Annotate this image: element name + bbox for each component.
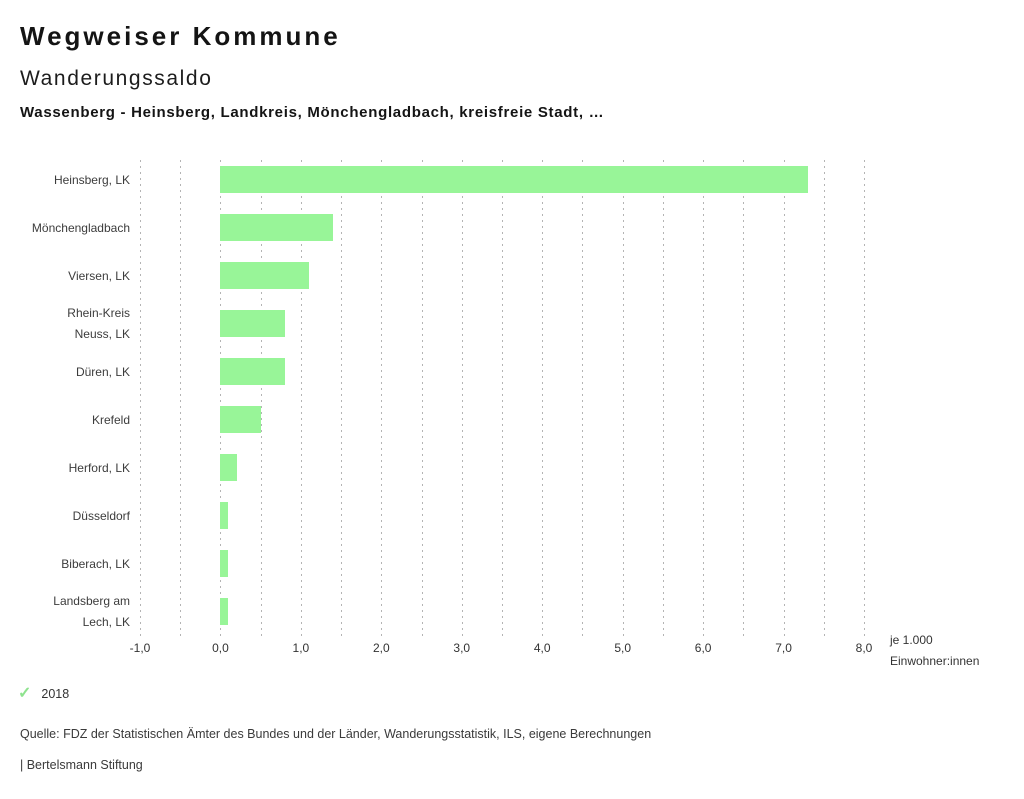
category-label: Biberach, LK [20, 554, 130, 575]
category-label: Mönchengladbach [20, 218, 130, 239]
bar[interactable] [220, 454, 237, 481]
gridline [622, 160, 624, 638]
x-tick-label: 6,0 [694, 641, 712, 655]
category-label-line: Lech, LK [82, 615, 130, 629]
category-label: Düsseldorf [20, 506, 130, 527]
category-label-line: Biberach, LK [61, 556, 130, 571]
category-label-line: Mönchengladbach [31, 220, 130, 235]
category-label: Herford, LK [20, 458, 130, 479]
x-axis-unit-line2: Einwohner:innen [890, 654, 980, 668]
attribution-text: | Bertelsmann Stiftung [20, 758, 143, 772]
chart-title: Wanderungssaldo [20, 67, 213, 90]
gridline [220, 160, 222, 638]
category-label: Düren, LK [20, 362, 130, 383]
gridline [260, 160, 262, 638]
bar[interactable] [220, 598, 229, 625]
gridline [823, 160, 825, 638]
legend-year-label: 2018 [41, 687, 70, 701]
bar[interactable] [220, 310, 285, 337]
bar[interactable] [220, 502, 229, 529]
x-tick-label: 4,0 [533, 641, 551, 655]
category-label-line: Neuss, LK [74, 327, 130, 341]
gridline [783, 160, 785, 638]
x-axis-unit-line1: je 1.000 [890, 633, 933, 647]
x-tick-label: 5,0 [614, 641, 631, 655]
x-tick-label: 0,0 [212, 641, 229, 655]
gridline [743, 160, 745, 638]
x-tick-label: 8,0 [855, 641, 873, 655]
gridline [421, 160, 423, 638]
category-label: Heinsberg, LK [20, 170, 130, 191]
x-axis-unit-label: je 1.000 Einwohner:innen [890, 630, 979, 672]
category-label-line: Herford, LK [68, 460, 130, 475]
brand-title: Wegweiser Kommune [20, 21, 341, 51]
category-label: Landsberg am Lech, LK [20, 591, 130, 633]
category-label-line: Düsseldorf [72, 508, 130, 523]
category-label-line: Krefeld [91, 412, 130, 427]
gridline [341, 160, 343, 638]
x-tick-label: 1,0 [292, 641, 310, 655]
bar[interactable] [220, 550, 229, 577]
category-label-line: Heinsberg, LK [53, 172, 130, 187]
gridline [542, 160, 544, 638]
x-tick-label: 3,0 [453, 641, 471, 655]
chart-subtitle: Wassenberg - Heinsberg, Landkreis, Mönch… [20, 104, 605, 121]
category-label-line: Rhein-Kreis [67, 306, 130, 320]
bar[interactable] [220, 358, 285, 385]
category-label-line: Viersen, LK [68, 268, 130, 283]
bar[interactable] [220, 262, 309, 289]
gridline [300, 160, 302, 638]
x-tick-label: -1,0 [129, 641, 151, 655]
y-axis-category-labels: Heinsberg, LK Mönchengladbach Viersen, LK R… [20, 160, 130, 638]
x-tick-label: 2,0 [372, 641, 390, 655]
gridline [180, 160, 182, 638]
gridline [662, 160, 664, 638]
category-label: Rhein-Kreis Neuss, LK [20, 303, 130, 345]
gridline [864, 160, 865, 638]
x-tick-label: 7,0 [775, 641, 792, 655]
category-label-line: Düren, LK [75, 364, 130, 379]
category-label-line: Landsberg am [53, 594, 130, 608]
x-axis-tick-labels: -1,0 0,0 1,0 2,0 3,0 4,0 5,0 6,0 7,0 8,0 [130, 641, 873, 657]
gridline [703, 160, 705, 638]
bar[interactable] [220, 214, 334, 241]
gridline [582, 160, 584, 638]
gridline [381, 160, 383, 638]
category-label: Viersen, LK [20, 266, 130, 287]
bar-chart-plot-area [140, 160, 865, 638]
category-label: Krefeld [20, 410, 130, 431]
gridline [461, 160, 463, 638]
check-icon: ✓ [18, 685, 32, 702]
source-text: Quelle: FDZ der Statistischen Ämter des … [20, 727, 652, 741]
legend-year-toggle[interactable]: ✓ 2018 [18, 686, 69, 702]
gridline [502, 160, 503, 638]
gridline [140, 160, 141, 638]
bar[interactable] [220, 406, 261, 433]
bar[interactable] [220, 166, 808, 193]
